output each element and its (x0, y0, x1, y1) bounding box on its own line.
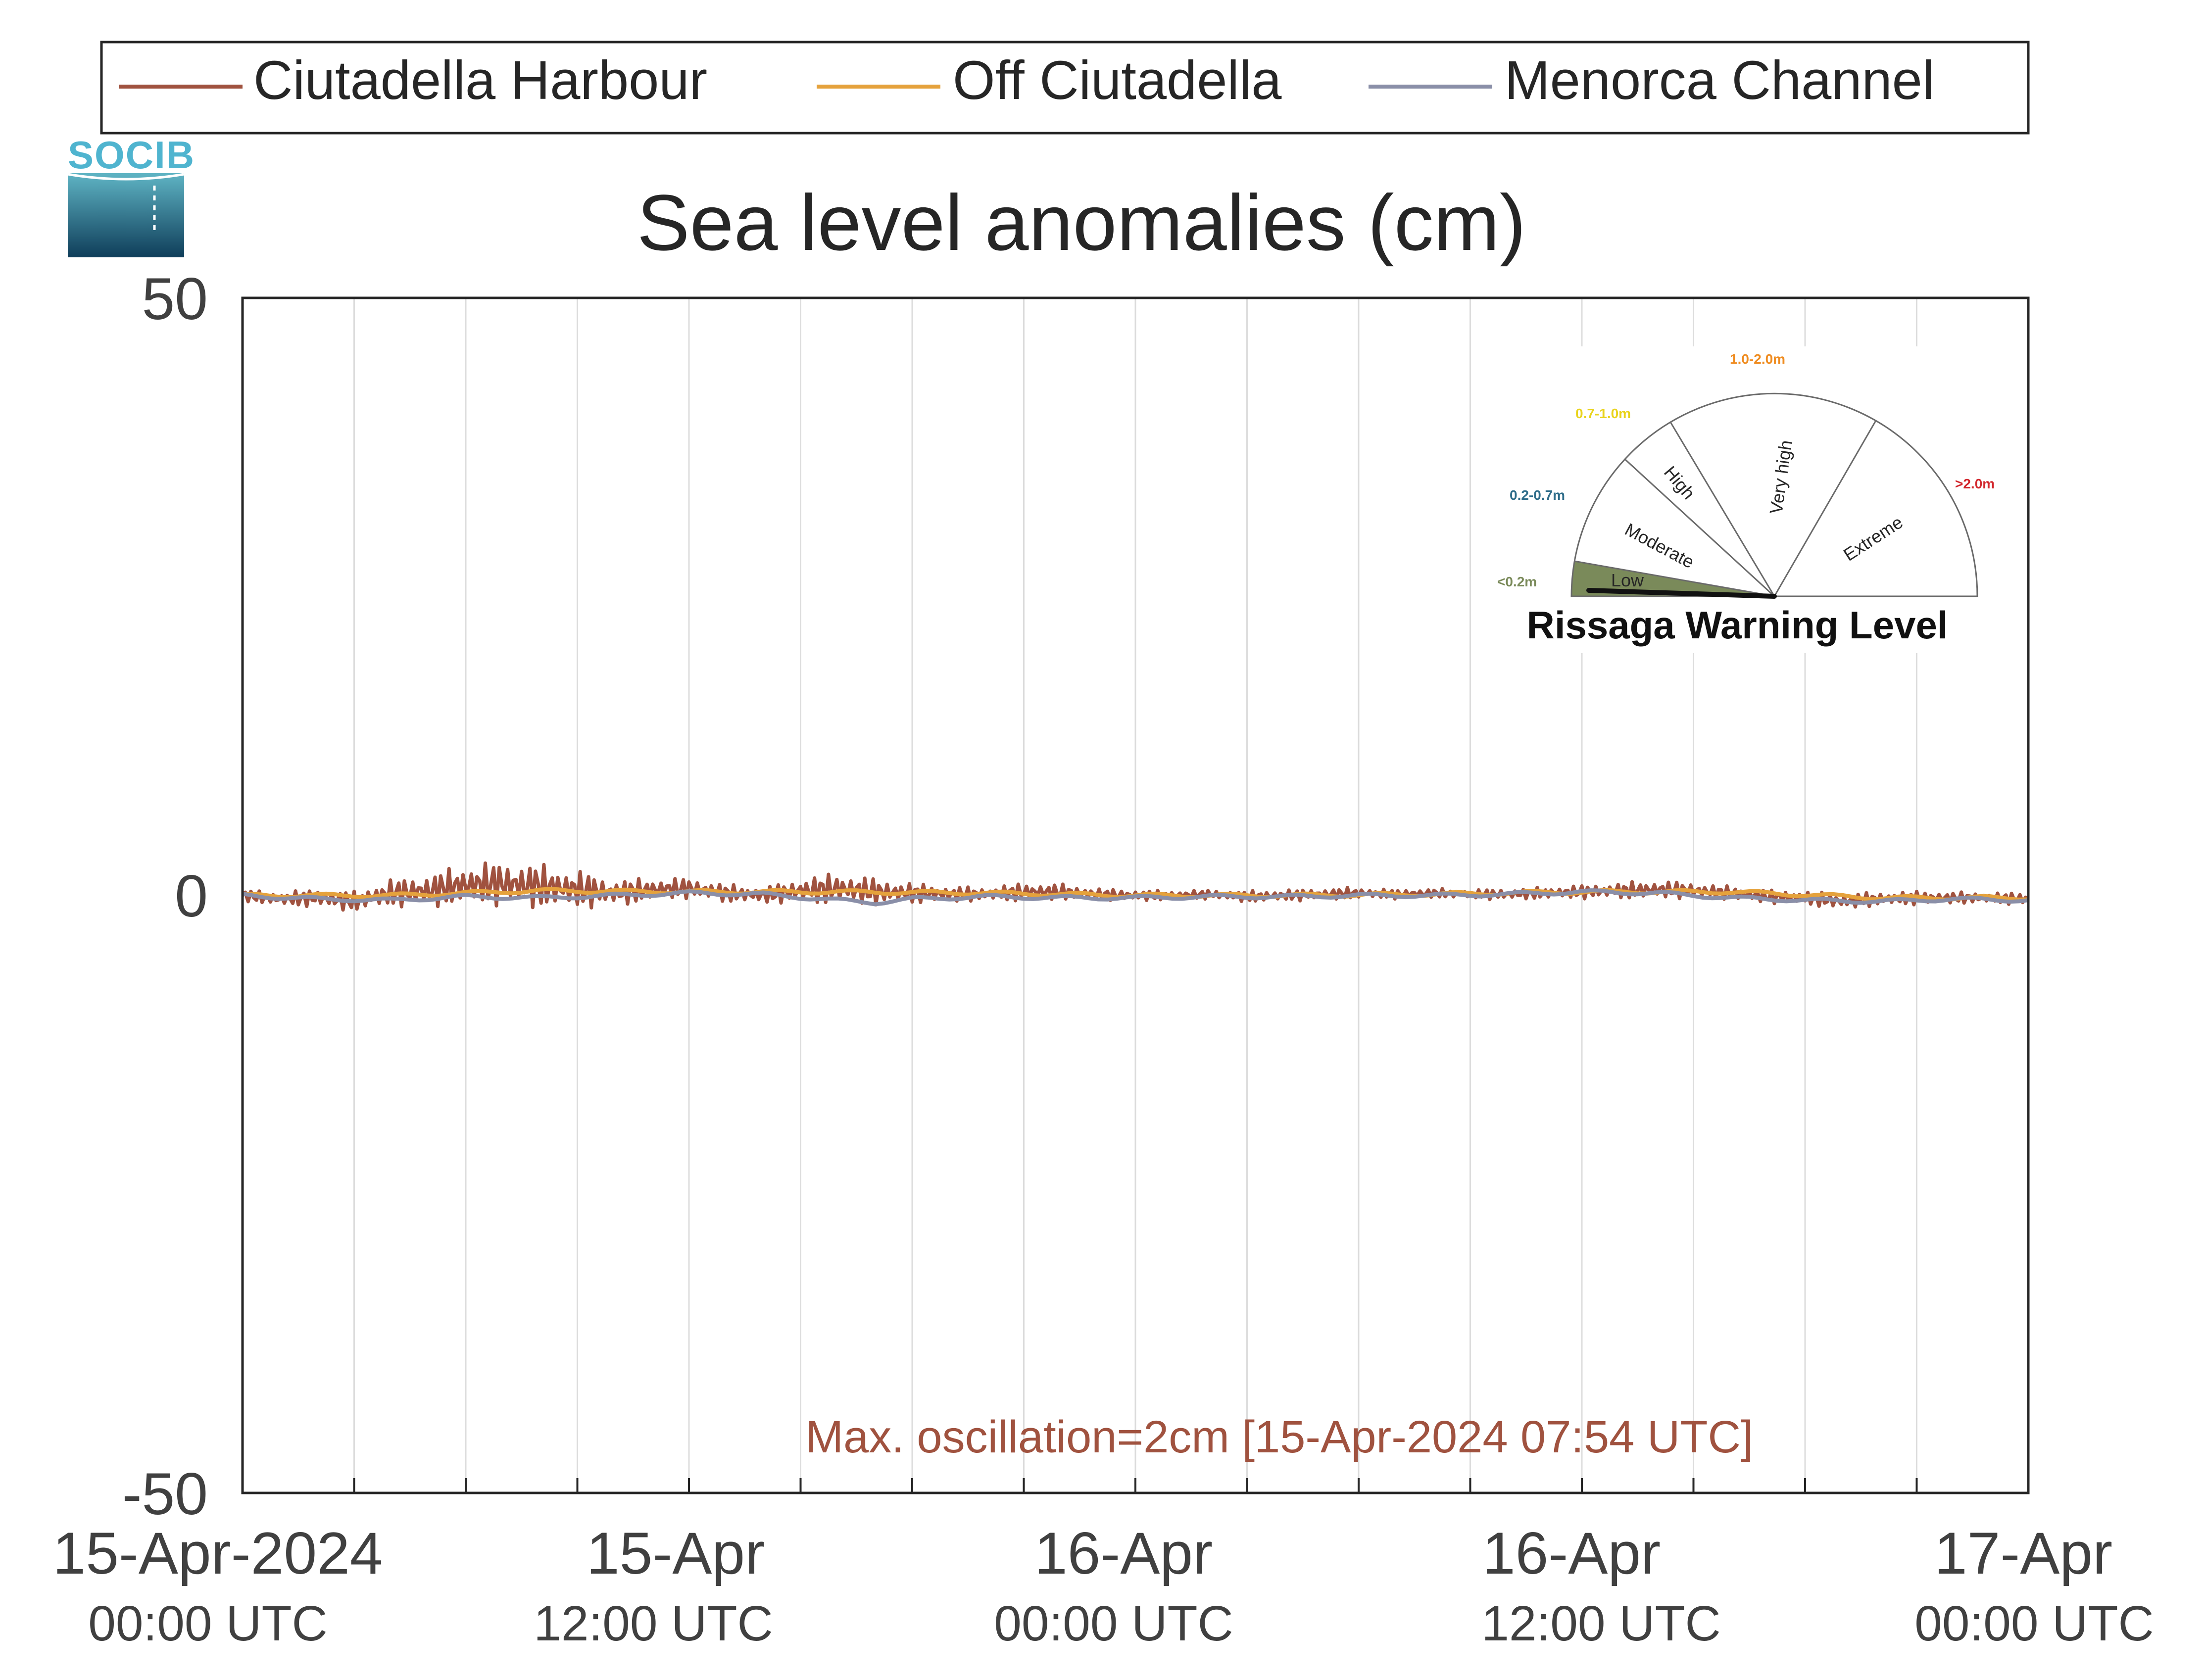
socib-logo: SOCIB (67, 133, 195, 257)
series-line-menorca-channel (242, 888, 2029, 907)
gauge-range-low: <0.2m (1497, 574, 1537, 589)
x-tick-marks (353, 1478, 1918, 1493)
x-tick-time-2: 00:00 UTC (994, 1596, 1233, 1651)
legend-box (100, 41, 2030, 135)
x-tick-time-3: 12:00 UTC (1481, 1596, 1721, 1651)
gauge-range-extreme: >2.0m (1955, 476, 1995, 491)
gauge-range-moderate: 0.2-0.7m (1510, 487, 1565, 503)
x-tick-date-0: 15-Apr-2024 (52, 1520, 383, 1586)
legend-label-menorca-channel: Menorca Channel (1505, 50, 1934, 111)
gauge-range-very-high: 1.0-2.0m (1730, 351, 1785, 367)
series-layer (241, 861, 2029, 912)
gauge-outline (1570, 392, 1978, 597)
gauge-divider-3 (1669, 422, 1775, 597)
x-tick-date-4: 17-Apr (1934, 1520, 2112, 1586)
socib-logo-text: SOCIB (68, 133, 195, 177)
gauge-needle (1586, 588, 1777, 599)
legend-label-ciutadella-harbour: Ciutadella Harbour (253, 50, 707, 111)
gauge-label-low: Low (1611, 570, 1644, 590)
x-tick-date-1: 15-Apr (587, 1520, 765, 1586)
rissaga-gauge: Low Moderate High Very high Extreme <0.2… (1497, 346, 2009, 653)
x-tick-date-3: 16-Apr (1482, 1520, 1661, 1586)
x-tick-date-2: 16-Apr (1034, 1520, 1213, 1586)
x-tick-time-1: 12:00 UTC (534, 1596, 773, 1651)
y-tick-label-minus-50: -50 (122, 1461, 208, 1527)
legend-label-off-ciutadella: Off Ciutadella (953, 50, 1282, 111)
chart-title: Sea level anomalies (cm) (637, 178, 1526, 267)
y-tick-label-0: 0 (175, 863, 208, 929)
gauge-divider-1 (1574, 560, 1775, 597)
gauge-divider-4 (1773, 420, 1877, 597)
legend: Ciutadella Harbour Off Ciutadella Menorc… (100, 41, 2030, 135)
socib-logo-wave (68, 173, 184, 257)
gauge-background (1500, 346, 2009, 653)
x-tick-time-4: 00:00 UTC (1914, 1596, 2154, 1651)
x-tick-time-0: 00:00 UTC (88, 1596, 328, 1651)
max-oscillation-annotation: Max. oscillation=2cm [15-Apr-2024 07:54 … (806, 1412, 1754, 1462)
gauge-title: Rissaga Warning Level (1526, 603, 1948, 647)
y-tick-label-50: 50 (142, 266, 208, 332)
gauge-divider-2 (1624, 458, 1775, 597)
gauge-range-high: 0.7-1.0m (1575, 406, 1631, 421)
